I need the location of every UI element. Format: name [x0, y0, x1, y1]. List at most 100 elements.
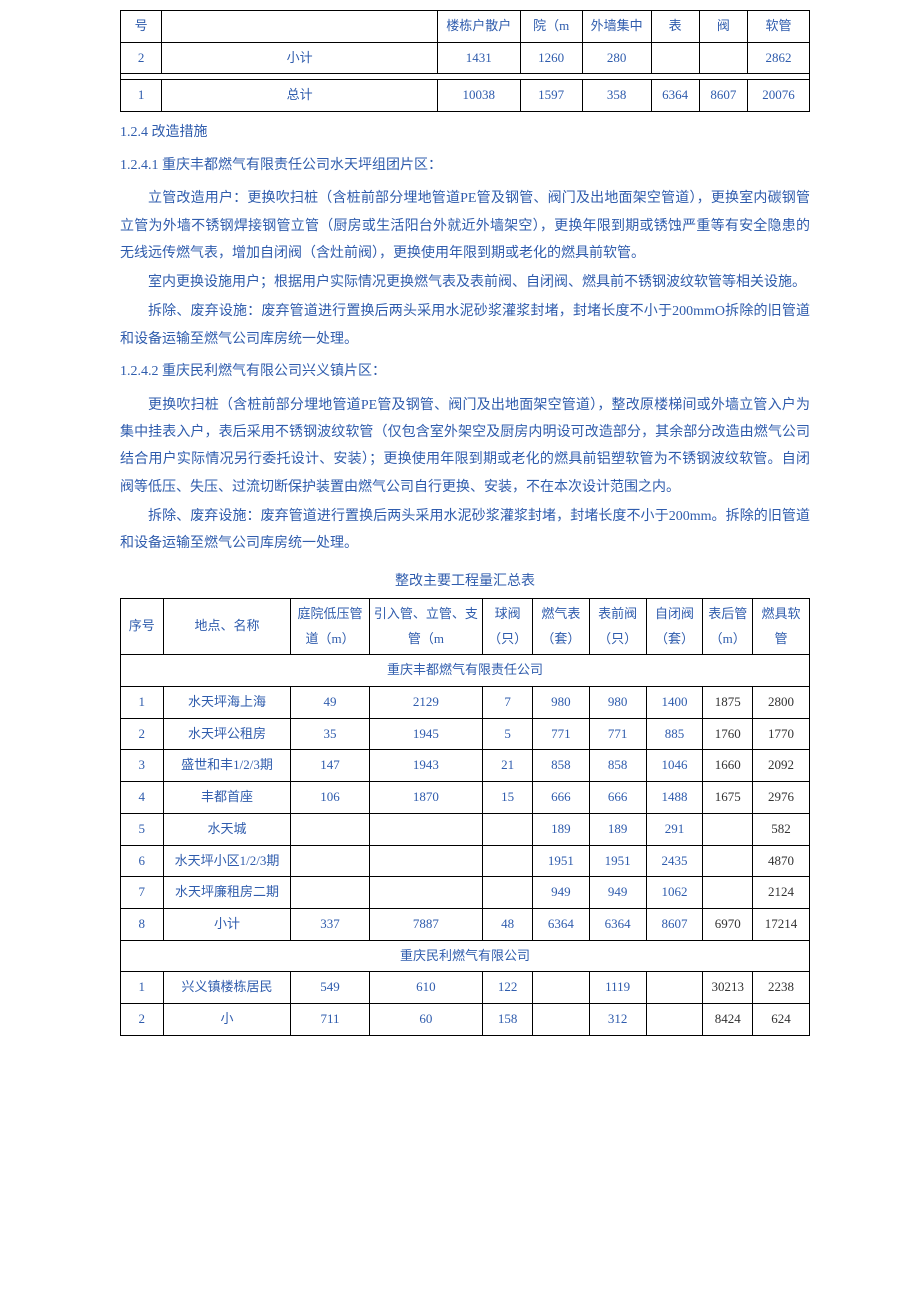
t1-s2: 1431 — [437, 42, 520, 74]
table-cell: 30213 — [703, 972, 753, 1004]
table-cell: 1760 — [703, 718, 753, 750]
table-cell: 1119 — [589, 972, 646, 1004]
table-row: 7水天坪廉租房二期94994910622124 — [121, 877, 810, 909]
summary-table-1: 号 楼栋户散户 院（m 外墙集中 表 阀 软管 2 小计 1431 1260 2… — [120, 10, 810, 112]
table-cell — [291, 813, 369, 845]
table-cell: 48 — [483, 908, 533, 940]
table-cell: 6364 — [589, 908, 646, 940]
table1-total-row: 1 总计 10038 1597 358 6364 8607 20076 — [121, 80, 810, 112]
table-cell — [483, 877, 533, 909]
table-row: 1水天坪海上海4921297980980140018752800 — [121, 687, 810, 719]
table-cell: 1660 — [703, 750, 753, 782]
table-cell: 7887 — [369, 908, 483, 940]
t1-h4: 外墙集中 — [582, 11, 651, 43]
table-cell: 2238 — [753, 972, 810, 1004]
table-cell — [703, 813, 753, 845]
table-cell: 6364 — [532, 908, 589, 940]
table-cell: 水天坪小区1/2/3期 — [163, 845, 291, 877]
table1-subtotal-row: 2 小计 1431 1260 280 2862 — [121, 42, 810, 74]
para-1: 立管改造用户：更换吹扫桩（含桩前部分埋地管道PE管及钢管、阀门及出地面架空管道）… — [120, 185, 810, 267]
t2-group2-label: 重庆民利燃气有限公司 — [121, 940, 810, 972]
heading-1-2-4-2: 1.2.4.2 重庆民利燃气有限公司兴义镇片区： — [120, 359, 810, 386]
t1-h7: 软管 — [747, 11, 809, 43]
table-cell: 8607 — [646, 908, 703, 940]
table-cell: 水天坪海上海 — [163, 687, 291, 719]
table-cell: 35 — [291, 718, 369, 750]
table2-header-row: 序号 地点、名称 庭院低压管道（m） 引入管、立管、支管（m 球阀（只） 燃气表… — [121, 599, 810, 655]
t1-t3: 1597 — [520, 80, 582, 112]
table-row: 8小计337788748636463648607697017214 — [121, 908, 810, 940]
table-cell: 189 — [589, 813, 646, 845]
table-cell: 15 — [483, 782, 533, 814]
table-cell — [703, 877, 753, 909]
table-cell: 小计 — [163, 908, 291, 940]
table-cell: 549 — [291, 972, 369, 1004]
table-cell: 1875 — [703, 687, 753, 719]
table-cell: 1675 — [703, 782, 753, 814]
t2-h0: 序号 — [121, 599, 164, 655]
table-row: 3盛世和丰1/2/3期147194321858858104616602092 — [121, 750, 810, 782]
t2-h1: 地点、名称 — [163, 599, 291, 655]
table-cell: 666 — [532, 782, 589, 814]
table-cell: 4 — [121, 782, 164, 814]
table-cell: 337 — [291, 908, 369, 940]
table-cell: 189 — [532, 813, 589, 845]
table-cell: 106 — [291, 782, 369, 814]
table-cell: 7 — [121, 877, 164, 909]
para-4: 更换吹扫桩（含桩前部分埋地管道PE管及钢管、阀门及出地面架空管道），整改原楼梯间… — [120, 392, 810, 501]
para-3: 拆除、废弃设施：废弃管道进行置换后两头采用水泥砂浆灌浆封堵，封堵长度不小于200… — [120, 298, 810, 353]
table-cell: 980 — [589, 687, 646, 719]
t1-h6: 阀 — [699, 11, 747, 43]
table-cell: 147 — [291, 750, 369, 782]
table-cell: 1400 — [646, 687, 703, 719]
table2-group1: 重庆丰都燃气有限责任公司 — [121, 655, 810, 687]
table-cell — [646, 1003, 703, 1035]
table-cell: 771 — [589, 718, 646, 750]
table-cell: 949 — [589, 877, 646, 909]
t1-t7: 20076 — [747, 80, 809, 112]
table-cell: 711 — [291, 1003, 369, 1035]
table2-caption: 整改主要工程量汇总表 — [120, 569, 810, 596]
t1-h1 — [162, 11, 438, 43]
t1-s1: 小计 — [162, 42, 438, 74]
table-cell: 17214 — [753, 908, 810, 940]
table-cell — [369, 877, 483, 909]
table-cell: 水天坪廉租房二期 — [163, 877, 291, 909]
table-cell: 885 — [646, 718, 703, 750]
heading-1-2-4: 1.2.4 改造措施 — [120, 120, 810, 147]
t2-h2: 庭院低压管道（m） — [291, 599, 369, 655]
table-cell: 291 — [646, 813, 703, 845]
para-5: 拆除、废弃设施：废弃管道进行置换后两头采用水泥砂浆灌浆封堵，封堵长度不小于200… — [120, 503, 810, 558]
table-cell: 1046 — [646, 750, 703, 782]
table-cell: 49 — [291, 687, 369, 719]
table-cell: 1945 — [369, 718, 483, 750]
table-cell: 2976 — [753, 782, 810, 814]
t1-t2: 10038 — [437, 80, 520, 112]
table-cell: 5 — [121, 813, 164, 845]
table-cell: 4870 — [753, 845, 810, 877]
table-cell: 6970 — [703, 908, 753, 940]
t1-h0: 号 — [121, 11, 162, 43]
table-cell — [483, 813, 533, 845]
t1-h2: 楼栋户散户 — [437, 11, 520, 43]
table-cell: 158 — [483, 1003, 533, 1035]
table-cell: 1870 — [369, 782, 483, 814]
table-cell: 6 — [121, 845, 164, 877]
table-cell: 21 — [483, 750, 533, 782]
table-cell: 5 — [483, 718, 533, 750]
t1-h3: 院（m — [520, 11, 582, 43]
table-cell: 水天城 — [163, 813, 291, 845]
table-cell — [703, 845, 753, 877]
table-cell: 1770 — [753, 718, 810, 750]
table-cell: 771 — [532, 718, 589, 750]
table-cell: 666 — [589, 782, 646, 814]
t2-h9: 燃具软管 — [753, 599, 810, 655]
table-row: 4丰都首座106187015666666148816752976 — [121, 782, 810, 814]
table-cell: 858 — [532, 750, 589, 782]
table-cell: 2124 — [753, 877, 810, 909]
t1-s5 — [651, 42, 699, 74]
table-cell: 2 — [121, 718, 164, 750]
table-cell: 8424 — [703, 1003, 753, 1035]
t2-h5: 燃气表（套） — [532, 599, 589, 655]
table-row: 2小711601583128424624 — [121, 1003, 810, 1035]
